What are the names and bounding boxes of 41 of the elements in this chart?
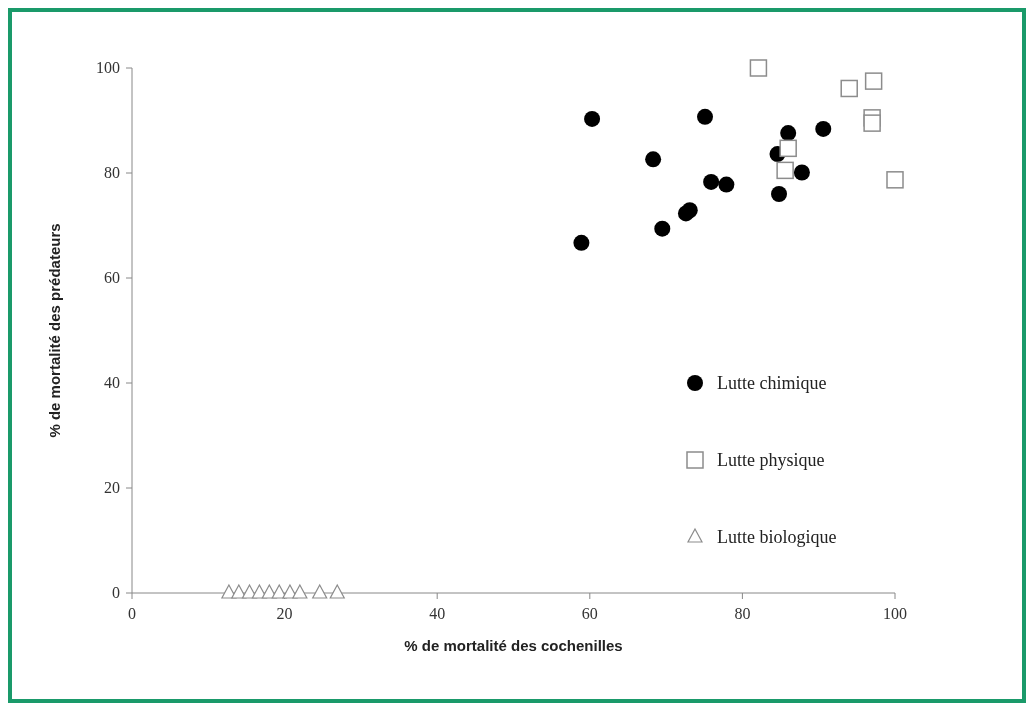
point (573, 234, 590, 251)
point (793, 164, 810, 181)
point (771, 186, 788, 202)
y-axis-title: % de mortalité des prédateurs (46, 223, 63, 438)
point (840, 79, 858, 98)
point (329, 584, 345, 599)
x-tick-label: 40 (429, 605, 446, 622)
x-tick-label: 100 (883, 605, 907, 622)
point (779, 139, 797, 158)
point (776, 161, 794, 180)
point (815, 120, 832, 137)
point (231, 584, 247, 599)
x-tick-label: 80 (734, 605, 751, 622)
point (749, 59, 768, 77)
point (864, 72, 883, 90)
point (718, 176, 735, 193)
point (654, 220, 671, 237)
y-tick-label: 40 (104, 374, 120, 391)
point (697, 108, 714, 125)
point (780, 125, 797, 142)
x-axis-title: % de mortalité des cochenilles (404, 637, 623, 654)
point (645, 151, 662, 168)
legend-label: Lutte chimique (717, 373, 827, 393)
x-tick-label: 60 (581, 605, 598, 622)
point (312, 584, 328, 599)
x-tick-label: 20 (276, 605, 293, 622)
point (584, 110, 601, 127)
y-tick-label: 100 (96, 59, 120, 76)
point (703, 173, 720, 190)
legend-label: Lutte biologique (717, 527, 837, 547)
point (886, 171, 904, 189)
x-tick-label: 0 (128, 605, 136, 622)
y-tick-label: 0 (112, 584, 120, 601)
point (271, 584, 287, 599)
y-tick-label: 20 (104, 479, 120, 496)
point (863, 114, 881, 132)
y-tick-label: 60 (104, 269, 120, 286)
y-tick-label: 80 (104, 164, 120, 181)
point (681, 202, 698, 219)
legend-label: Lutte physique (717, 450, 825, 470)
point (292, 584, 308, 599)
